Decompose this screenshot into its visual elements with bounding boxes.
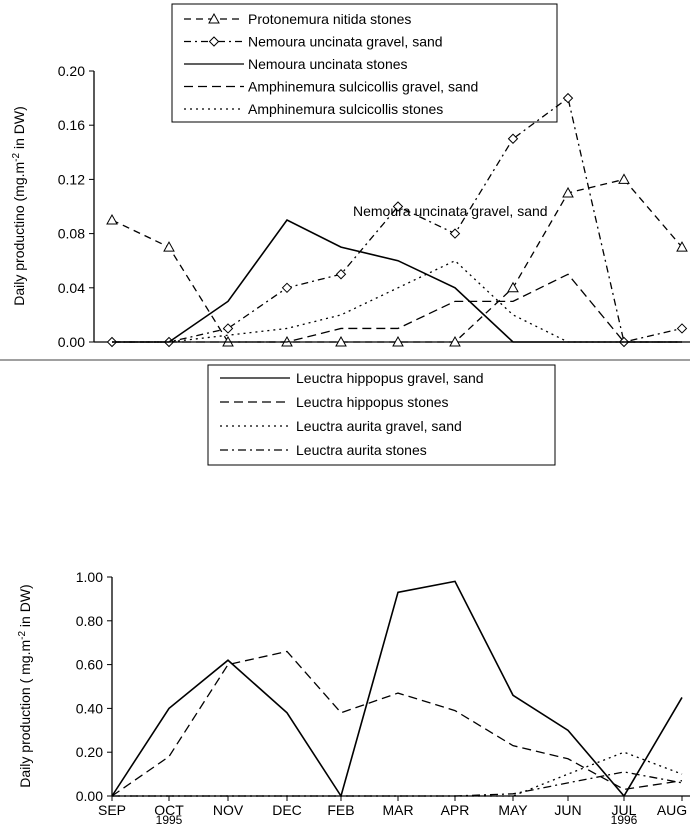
data-point-diamond — [676, 323, 688, 334]
data-point-diamond — [562, 92, 574, 104]
series-line-3 — [112, 751, 683, 797]
series-line-1 — [111, 178, 683, 343]
x-tick-label: APR — [441, 802, 470, 818]
year-label: 1996 — [611, 813, 638, 825]
series-line-1 — [111, 580, 683, 798]
legend-marker — [208, 36, 220, 47]
data-point-triangle — [163, 241, 175, 252]
legend-label: Leuctra aurita stones — [296, 442, 427, 458]
y-tick-label: 0.60 — [76, 657, 103, 673]
legend-label: Amphinemura sulcicollis stones — [248, 101, 443, 117]
y-tick-label: 0.04 — [58, 280, 85, 296]
x-tick-label: SEP — [98, 802, 126, 818]
data-point-triangle — [335, 335, 347, 347]
legend-label: Leuctra hippopus stones — [296, 394, 449, 410]
y-tick-label: 0.20 — [76, 744, 103, 760]
y-tick-label: 0.40 — [76, 700, 103, 716]
top-legend-box — [171, 3, 558, 123]
data-point-triangle — [106, 214, 118, 225]
y-tick-label: 0.80 — [76, 613, 103, 629]
y-tick-label: 0.08 — [58, 226, 85, 242]
data-point-diamond — [222, 323, 234, 334]
data-point-triangle — [392, 335, 404, 347]
series-line-5 — [112, 259, 682, 343]
data-point-triangle — [618, 173, 630, 184]
data-point-triangle — [507, 281, 519, 293]
x-tick-label: FEB — [327, 802, 354, 818]
top-annotation: Nemoura uncinata gravel, sand — [353, 203, 548, 219]
data-point-diamond — [335, 269, 347, 280]
legend-label: Amphinemura sulcicollis gravel, sand — [248, 79, 478, 95]
data-point-diamond — [449, 228, 461, 239]
y-tick-label: 0.00 — [58, 334, 85, 350]
x-tick-label: DEC — [272, 802, 302, 818]
data-point-diamond — [281, 282, 293, 294]
bottom-x-ticks: SEP OCT NOV DEC FEB MAR APR MAY JUN JUL AUG 1995 199… — [98, 796, 687, 825]
y-tick-label: 0.12 — [58, 171, 85, 187]
x-tick-label: OCT — [154, 802, 184, 818]
legend-label: Nemoura uncinata gravel, sand — [248, 34, 443, 50]
data-point-triangle — [449, 335, 461, 347]
x-tick-label: MAR — [382, 802, 413, 818]
y-tick-label: 0.00 — [76, 788, 103, 804]
x-tick-label: AUG — [657, 802, 687, 818]
y-tick-label: 0.20 — [58, 63, 85, 79]
data-point-diamond — [507, 133, 519, 144]
bottom-legend: Leuctra hippopus gravel, sand Leuctra hip… — [220, 370, 484, 458]
year-label: 1995 — [156, 813, 183, 825]
top-series — [106, 92, 688, 348]
top-y-axis-label: Daily productino (mg.m-2 in DW) — [11, 106, 27, 306]
x-tick-label: NOV — [213, 802, 244, 818]
series-line-4 — [112, 771, 683, 797]
y-tick-label: 1.00 — [76, 569, 103, 585]
series-line-4 — [112, 273, 682, 343]
bottom-chart-panel: Leuctra hippopus gravel, sand Leuctra hip… — [17, 364, 690, 825]
bottom-legend-box — [207, 364, 556, 466]
legend-label: Leuctra aurita gravel, sand — [296, 418, 462, 434]
bottom-y-ticks: 0.00 0.20 0.40 0.60 0.80 1.00 — [76, 569, 112, 804]
series-line-2 — [112, 96, 683, 343]
data-point-triangle — [676, 241, 688, 252]
bottom-y-axis-label: Daily production ( mg.m-2 in DW) — [17, 584, 33, 787]
legend-marker — [208, 12, 220, 24]
x-tick-label: JUN — [554, 802, 581, 818]
bottom-series — [111, 580, 683, 798]
x-tick-label: JUL — [612, 802, 637, 818]
top-chart-panel: Protonemura nitida stones Nemoura uncinat… — [11, 3, 690, 350]
series-line-2 — [111, 650, 683, 797]
x-tick-label: MAY — [498, 802, 528, 818]
legend-label: Nemoura uncinata stones — [248, 56, 408, 72]
top-y-ticks: 0.00 0.04 0.08 0.12 0.16 0.20 — [58, 63, 94, 350]
series-line-3 — [112, 219, 682, 343]
legend-label: Protonemura nitida stones — [248, 11, 411, 27]
y-tick-label: 0.16 — [58, 117, 85, 133]
top-legend: Protonemura nitida stones Nemoura uncinat… — [184, 11, 478, 117]
data-point-triangle — [562, 186, 574, 198]
data-point-diamond — [392, 201, 404, 212]
legend-label: Leuctra hippopus gravel, sand — [296, 370, 484, 386]
